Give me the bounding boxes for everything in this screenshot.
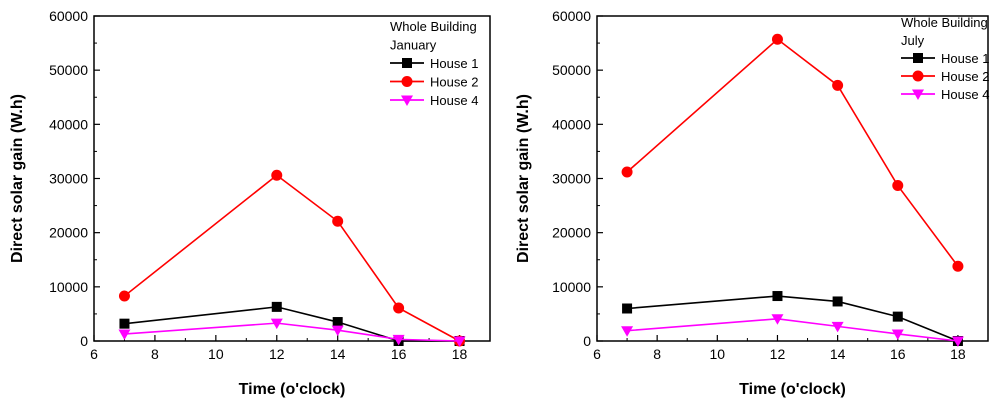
data-point xyxy=(951,336,964,347)
legend: Whole Building July House 1 House 2 House 4 xyxy=(901,15,989,102)
data-point xyxy=(118,290,130,302)
legend-entry: House 2 xyxy=(390,75,478,90)
series-house-4 xyxy=(621,314,964,347)
chart-2: 6 8 10 12 14 16 18 0 10000 20000 30000 40000 50000 60… xyxy=(515,8,989,398)
y-tick-label: 10000 xyxy=(49,279,88,295)
y-tick-label: 60000 xyxy=(552,8,591,24)
x-tick-label: 6 xyxy=(593,346,601,362)
data-point xyxy=(270,318,283,330)
x-axis-title: Time (o'clock) xyxy=(239,381,346,398)
series-line xyxy=(627,295,959,342)
data-point xyxy=(771,33,783,45)
y-axis-title: Direct solar gain (W.h) xyxy=(9,94,26,263)
x-tick-label: 6 xyxy=(90,346,98,362)
legend-title: January xyxy=(390,38,437,53)
plot-frame xyxy=(596,15,989,342)
data-point xyxy=(622,303,633,314)
series-line xyxy=(626,38,959,267)
legend-marker xyxy=(912,70,924,82)
legend-label: House 2 xyxy=(941,69,989,84)
legend-label: House 1 xyxy=(941,51,989,66)
data-point xyxy=(271,169,283,181)
data-point xyxy=(831,321,844,333)
data-point xyxy=(332,317,343,328)
y-tick-label: 40000 xyxy=(552,116,591,132)
data-point xyxy=(771,314,784,325)
series-line xyxy=(124,322,460,342)
x-tick-label: 12 xyxy=(269,346,285,362)
legend-label: House 4 xyxy=(941,87,989,102)
x-tick-label: 18 xyxy=(950,346,966,362)
series-house-2 xyxy=(621,33,964,272)
x-tick-label: 10 xyxy=(710,346,726,362)
y-tick-label: 30000 xyxy=(49,171,88,187)
data-point xyxy=(392,334,405,346)
x-tick-label: 12 xyxy=(770,346,786,362)
y-tick-label: 20000 xyxy=(49,225,88,241)
data-point xyxy=(453,336,466,347)
data-point xyxy=(772,291,783,302)
legend-marker xyxy=(402,58,412,68)
x-tick-label: 16 xyxy=(391,346,407,362)
x-tick-label: 8 xyxy=(653,346,661,362)
legend-label: House 4 xyxy=(430,93,478,108)
x-tick-label: 18 xyxy=(452,346,468,362)
y-tick-label: 0 xyxy=(583,333,591,349)
x-tick-label: 10 xyxy=(208,346,224,362)
legend: Whole Building January House 1 House 2 House… xyxy=(390,19,478,108)
data-point xyxy=(832,79,844,91)
data-point xyxy=(119,318,130,329)
data-point xyxy=(271,301,282,312)
data-point xyxy=(952,260,964,272)
series-house-2 xyxy=(118,169,466,347)
legend-marker xyxy=(401,95,413,106)
legend-label: House 2 xyxy=(430,75,478,90)
y-axis-title: Direct solar gain (W.h) xyxy=(515,94,532,263)
x-tick-label: 16 xyxy=(890,346,906,362)
x-axis-title: Time (o'clock) xyxy=(739,381,846,398)
x-tick-label: 8 xyxy=(151,346,159,362)
y-tick-label: 50000 xyxy=(49,62,88,78)
series-house-4 xyxy=(118,318,466,347)
x-tick-label: 14 xyxy=(830,346,846,362)
data-point xyxy=(621,326,634,337)
legend-title: Whole Building xyxy=(901,15,988,30)
y-tick-label: 30000 xyxy=(552,171,591,187)
y-tick-label: 40000 xyxy=(49,116,88,132)
y-tick-label: 10000 xyxy=(552,279,591,295)
legend-title: July xyxy=(901,33,925,48)
legend-entry: House 1 xyxy=(390,56,478,71)
data-point xyxy=(621,166,633,178)
data-point xyxy=(393,302,405,314)
legend-entry: House 1 xyxy=(901,51,989,66)
data-point xyxy=(891,329,904,340)
legend-marker xyxy=(913,53,923,63)
legend-label: House 1 xyxy=(430,56,478,71)
legend-entry: House 4 xyxy=(390,93,478,108)
y-tick-label: 60000 xyxy=(49,8,88,24)
data-point xyxy=(118,329,131,340)
data-point xyxy=(331,325,344,337)
y-tick-label: 20000 xyxy=(552,225,591,241)
legend-marker xyxy=(401,76,413,87)
legend-entry: House 4 xyxy=(901,87,989,102)
legend-marker xyxy=(912,89,924,100)
series-line xyxy=(627,317,959,342)
legend-entry: House 2 xyxy=(901,69,989,84)
series-line xyxy=(123,174,460,342)
legend-title: Whole Building xyxy=(390,19,477,34)
y-tick-label: 50000 xyxy=(552,62,591,78)
series-house-1 xyxy=(622,291,963,346)
x-tick-label: 14 xyxy=(330,346,346,362)
series-line xyxy=(124,306,460,342)
data-point xyxy=(892,311,903,322)
data-point xyxy=(892,180,904,192)
y-tick-label: 0 xyxy=(80,333,88,349)
data-point xyxy=(332,215,344,227)
chart-1: 6 8 10 12 14 16 18 0 10000 20000 30000 40000 50000 60… xyxy=(9,8,491,398)
data-point xyxy=(832,296,843,307)
